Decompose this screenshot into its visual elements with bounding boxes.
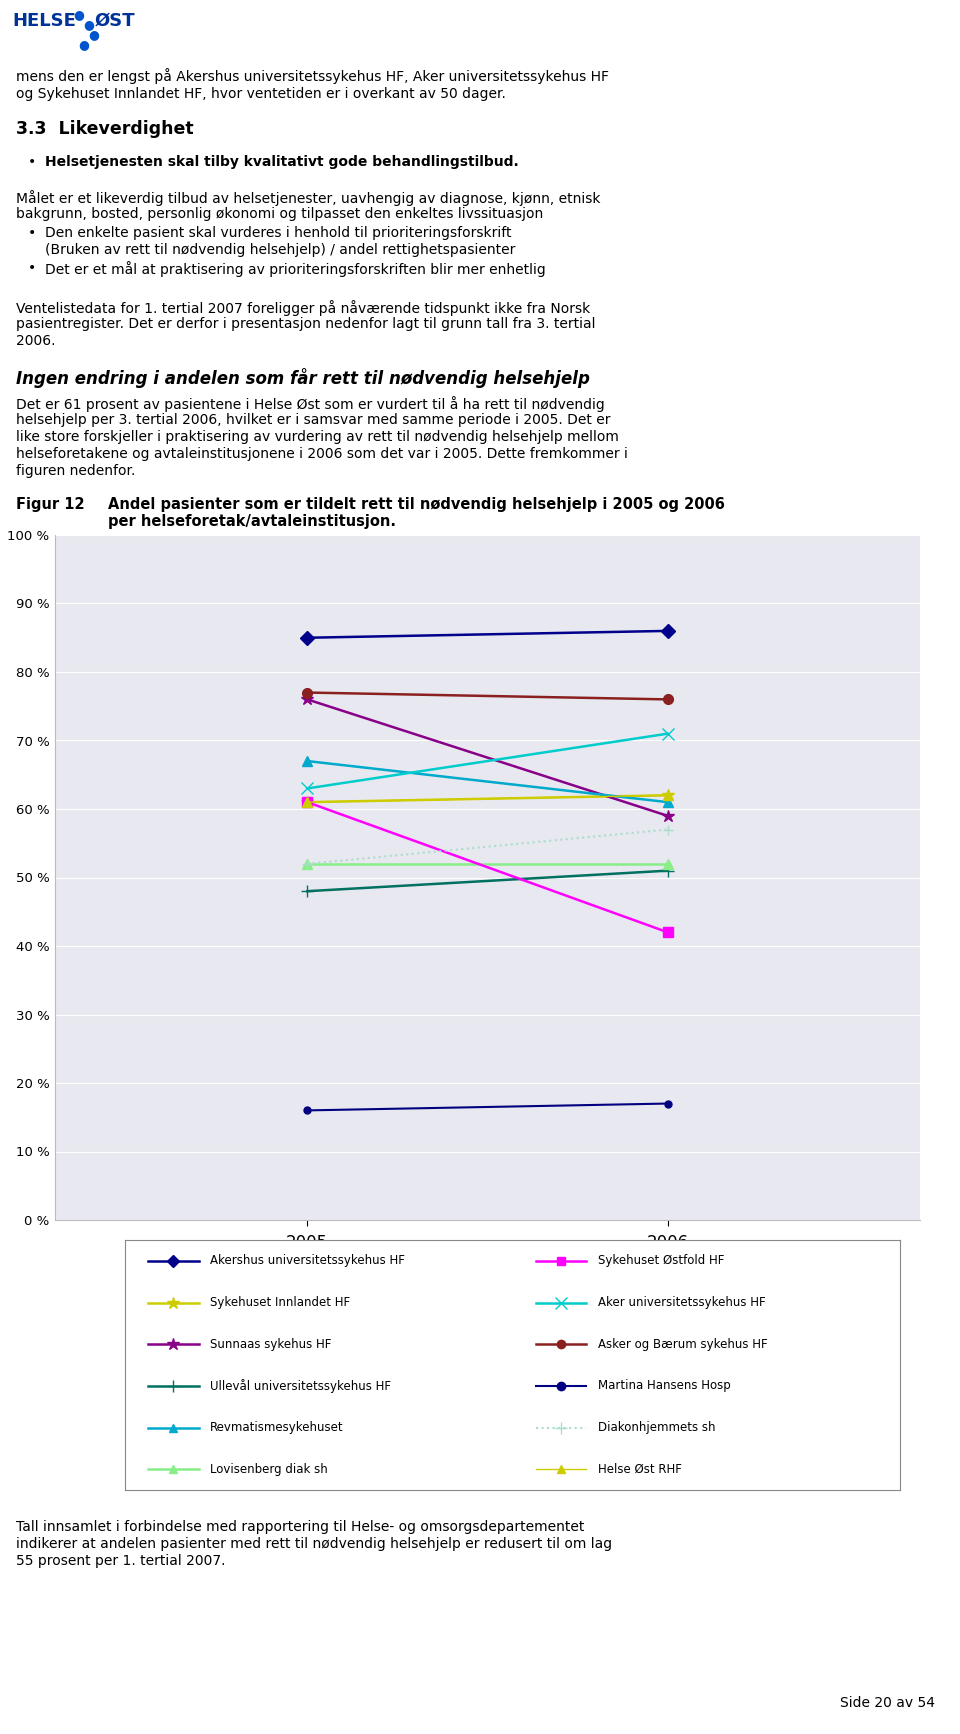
Line: Aker universitetssykehus HF: Aker universitetssykehus HF [301, 727, 674, 794]
Text: Helsetjenesten skal tilby kvalitativt gode behandlingstilbud.: Helsetjenesten skal tilby kvalitativt go… [45, 154, 518, 168]
Line: Revmatismesykehuset: Revmatismesykehuset [302, 756, 673, 806]
Asker og Bærum sykehus HF [301, 681, 313, 702]
Line: Ullevål universitetssykehus HF: Ullevål universitetssykehus HF [301, 865, 674, 898]
Line: Akershus universitetssykehus HF: Akershus universitetssykehus HF [302, 626, 673, 643]
Asker og Bærum sykehus HF [662, 688, 674, 709]
Text: indikerer at andelen pasienter med rett til nødvendig helsehjelp er redusert til: indikerer at andelen pasienter med rett … [16, 1536, 612, 1550]
Text: •: • [28, 154, 36, 168]
Akershus universitetssykehus HF [301, 628, 313, 649]
Text: 3.3  Likeverdighet: 3.3 Likeverdighet [16, 120, 194, 139]
Text: Helse Øst RHF: Helse Øst RHF [598, 1463, 682, 1476]
Text: per helseforetak/avtaleinstitusjon.: per helseforetak/avtaleinstitusjon. [108, 513, 396, 529]
Text: ●: ● [88, 28, 99, 42]
Text: Sykehuset Innlandet HF: Sykehuset Innlandet HF [210, 1295, 350, 1309]
Sunnaas sykehus HF [662, 806, 674, 827]
Text: figuren nedenfor.: figuren nedenfor. [16, 465, 135, 479]
Sykehuset Østfold HF [662, 922, 674, 943]
Akershus universitetssykehus HF [662, 621, 674, 642]
Text: ØST: ØST [95, 12, 135, 29]
Text: Sunnaas sykehus HF: Sunnaas sykehus HF [210, 1337, 331, 1351]
Text: Ingen endring i andelen som får rett til nødvendig helsehjelp: Ingen endring i andelen som får rett til… [16, 368, 589, 388]
Text: Lovisenberg diak sh: Lovisenberg diak sh [210, 1463, 328, 1476]
Text: Side 20 av 54: Side 20 av 54 [840, 1696, 935, 1710]
Line: Lovisenberg diak sh: Lovisenberg diak sh [302, 858, 673, 869]
Sykehuset Østfold HF [301, 792, 313, 813]
Line: Sykehuset Østfold HF: Sykehuset Østfold HF [302, 798, 673, 936]
Text: Diakonhjemmets sh: Diakonhjemmets sh [598, 1420, 715, 1434]
Text: Figur 12: Figur 12 [16, 498, 84, 512]
Text: pasientregister. Det er derfor i presentasjon nedenfor lagt til grunn tall fra 3: pasientregister. Det er derfor i present… [16, 317, 595, 331]
Line: Asker og Bærum sykehus HF: Asker og Bærum sykehus HF [302, 688, 673, 704]
Ullevål universitetssykehus HF [301, 881, 313, 902]
Martina Hansens Hosp [662, 1092, 674, 1113]
Text: mens den er lengst på Akershus universitetssykehus HF, Aker universitetssykehus : mens den er lengst på Akershus universit… [16, 68, 609, 83]
Revmatismesykehuset [662, 792, 674, 813]
Text: Martina Hansens Hosp: Martina Hansens Hosp [598, 1379, 731, 1392]
Text: Andel pasienter som er tildelt rett til nødvendig helsehjelp i 2005 og 2006: Andel pasienter som er tildelt rett til … [108, 498, 725, 512]
Text: 2006.: 2006. [16, 335, 56, 349]
Text: like store forskjeller i praktisering av vurdering av rett til nødvendig helsehj: like store forskjeller i praktisering av… [16, 430, 619, 444]
Line: Sykehuset Innlandet HF: Sykehuset Innlandet HF [301, 789, 674, 808]
Text: bakgrunn, bosted, personlig økonomi og tilpasset den enkeltes livssituasjon: bakgrunn, bosted, personlig økonomi og t… [16, 206, 543, 220]
Text: helseforetakene og avtaleinstitusjonene i 2006 som det var i 2005. Dette fremkom: helseforetakene og avtaleinstitusjonene … [16, 447, 628, 461]
Sykehuset Innlandet HF [662, 786, 674, 806]
Diakonhjemmets sh [662, 818, 674, 839]
Martina Hansens Hosp [301, 1099, 313, 1120]
Revmatismesykehuset [301, 751, 313, 772]
Text: HELSE: HELSE [12, 12, 76, 29]
Ullevål universitetssykehus HF [662, 860, 674, 881]
Text: Tall innsamlet i forbindelse med rapportering til Helse- og omsorgsdepartementet: Tall innsamlet i forbindelse med rapport… [16, 1521, 585, 1535]
Text: Akershus universitetssykehus HF: Akershus universitetssykehus HF [210, 1254, 405, 1268]
Line: Diakonhjemmets sh: Diakonhjemmets sh [302, 825, 673, 869]
Text: Sykehuset Østfold HF: Sykehuset Østfold HF [598, 1254, 724, 1268]
Text: •: • [28, 262, 36, 276]
Sykehuset Innlandet HF [301, 792, 313, 813]
Text: Revmatismesykehuset: Revmatismesykehuset [210, 1420, 344, 1434]
Text: Asker og Bærum sykehus HF: Asker og Bærum sykehus HF [598, 1337, 767, 1351]
Text: Den enkelte pasient skal vurderes i henhold til prioriteringsforskrift: Den enkelte pasient skal vurderes i henh… [45, 225, 512, 239]
Aker universitetssykehus HF [301, 779, 313, 799]
Text: ●: ● [83, 17, 94, 31]
Text: Det er et mål at praktisering av prioriteringsforskriften blir mer enhetlig: Det er et mål at praktisering av priorit… [45, 262, 545, 277]
Line: Helse Øst RHF: Helse Øst RHF [302, 791, 673, 806]
Helse Øst RHF [301, 792, 313, 813]
Aker universitetssykehus HF [662, 723, 674, 744]
Text: Aker universitetssykehus HF: Aker universitetssykehus HF [598, 1295, 765, 1309]
Text: (Bruken av rett til nødvendig helsehjelp) / andel rettighetspasienter: (Bruken av rett til nødvendig helsehjelp… [45, 243, 516, 257]
Line: Martina Hansens Hosp: Martina Hansens Hosp [303, 1099, 671, 1113]
Diakonhjemmets sh [301, 853, 313, 874]
Text: og Sykehuset Innlandet HF, hvor ventetiden er i overkant av 50 dager.: og Sykehuset Innlandet HF, hvor ventetid… [16, 87, 506, 101]
Sunnaas sykehus HF [301, 688, 313, 709]
Text: Det er 61 prosent av pasientene i Helse Øst som er vurdert til å ha rett til nød: Det er 61 prosent av pasientene i Helse … [16, 395, 605, 413]
Line: Sunnaas sykehus HF: Sunnaas sykehus HF [301, 694, 674, 822]
Text: ●: ● [78, 38, 89, 50]
Text: Målet er et likeverdig tilbud av helsetjenester, uavhengig av diagnose, kjønn, e: Målet er et likeverdig tilbud av helsetj… [16, 191, 601, 206]
Text: ●: ● [73, 9, 84, 21]
Text: 55 prosent per 1. tertial 2007.: 55 prosent per 1. tertial 2007. [16, 1554, 226, 1568]
Text: Ventelistedata for 1. tertial 2007 foreligger på nåværende tidspunkt ikke fra No: Ventelistedata for 1. tertial 2007 forel… [16, 300, 590, 316]
Lovisenberg diak sh [662, 853, 674, 874]
Text: helsehjelp per 3. tertial 2006, hvilket er i samsvar med samme periode i 2005. D: helsehjelp per 3. tertial 2006, hvilket … [16, 413, 611, 427]
Text: Ullevål universitetssykehus HF: Ullevål universitetssykehus HF [210, 1379, 392, 1392]
Lovisenberg diak sh [301, 853, 313, 874]
Helse Øst RHF [662, 786, 674, 806]
Text: •: • [28, 225, 36, 239]
